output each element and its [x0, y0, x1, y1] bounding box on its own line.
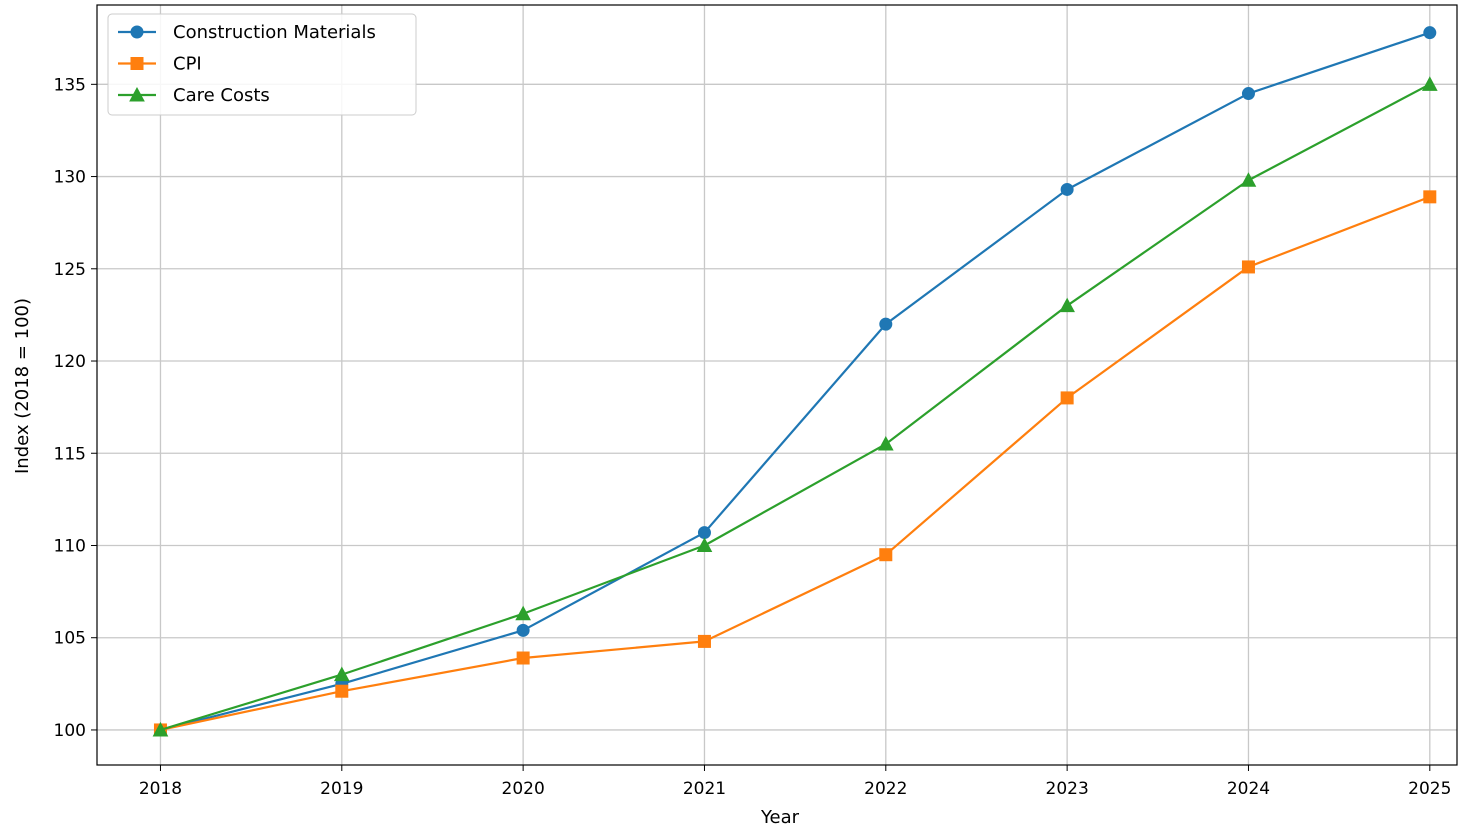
- legend-marker: [129, 86, 145, 102]
- series-line: [160, 195, 1431, 732]
- data-point: [516, 623, 530, 637]
- legend-label: Care Costs: [173, 85, 270, 106]
- data-point: [879, 548, 893, 562]
- legend: Construction Materials CPI Care Costs: [107, 13, 417, 116]
- data-point: [697, 526, 711, 540]
- data-point: [877, 435, 894, 451]
- data-point: [879, 317, 893, 331]
- x-tick-label: 2020: [502, 779, 545, 799]
- x-tick-label: 2022: [864, 779, 907, 799]
- y-tick-label: 110: [54, 536, 86, 556]
- x-tick-label: 2024: [1227, 779, 1270, 799]
- legend-label: CPI: [173, 54, 202, 75]
- legend-item: Construction Materials: [118, 22, 376, 43]
- series-construction-materials: [153, 26, 1437, 737]
- x-tick-label: 2021: [683, 779, 726, 799]
- y-tick-label: 120: [54, 352, 86, 372]
- data-point: [1421, 76, 1438, 91]
- y-tick-label: 135: [54, 75, 86, 95]
- series-cpi: [153, 190, 1437, 737]
- data-point: [516, 651, 530, 665]
- data-point: [697, 634, 711, 648]
- y-tick-label: 130: [54, 168, 86, 188]
- y-axis-ticks: 100 105 110 115 120 125 130 135: [54, 75, 97, 741]
- data-point: [1241, 87, 1255, 101]
- series-layer: [152, 26, 1438, 737]
- data-point: [335, 684, 349, 698]
- data-point: [1241, 260, 1255, 274]
- data-point: [1059, 297, 1075, 313]
- data-point: [1423, 26, 1437, 40]
- series-line: [160, 31, 1431, 732]
- x-tick-label: 2019: [320, 779, 363, 799]
- plot-frame: [96, 4, 1458, 766]
- series-line: [160, 83, 1431, 732]
- y-axis-label: Index (2018 = 100): [12, 298, 33, 474]
- legend-item: Care Costs: [118, 85, 270, 106]
- data-point: [333, 666, 350, 682]
- data-point: [696, 537, 713, 552]
- legend-box: [107, 13, 417, 116]
- legend-marker: [130, 25, 144, 39]
- data-point: [1240, 172, 1257, 187]
- legend-label: Construction Materials: [173, 22, 376, 43]
- x-tick-label: 2023: [1046, 779, 1089, 799]
- x-axis-ticks: 2018 2019 2020 2021 2022 2023 2024 2025: [139, 765, 1451, 799]
- y-tick-label: 125: [54, 260, 86, 280]
- data-point: [152, 721, 169, 737]
- x-tick-label: 2018: [139, 779, 182, 799]
- series-care-costs: [152, 76, 1438, 737]
- y-tick-label: 105: [54, 629, 86, 649]
- legend-marker: [130, 57, 144, 70]
- data-point: [1060, 391, 1074, 405]
- x-axis-label: Year: [760, 807, 800, 827]
- y-tick-label: 115: [54, 444, 86, 464]
- data-point: [1060, 182, 1074, 196]
- data-point: [515, 605, 531, 621]
- x-tick-label: 2025: [1408, 779, 1451, 799]
- legend-item: CPI: [118, 54, 202, 75]
- data-point: [1423, 190, 1437, 204]
- y-tick-label: 100: [54, 721, 86, 741]
- grid-lines: [97, 5, 1457, 765]
